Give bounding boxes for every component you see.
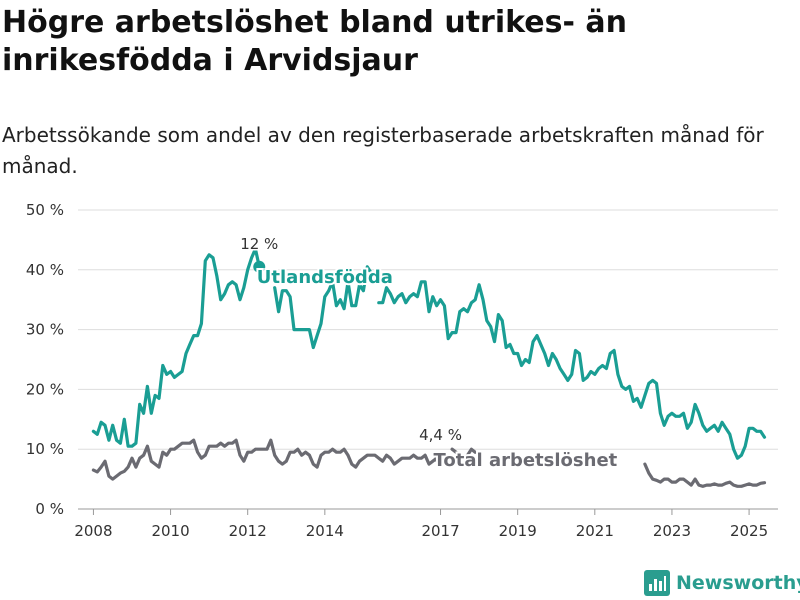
- series-line-6: [643, 462, 767, 488]
- series-annotation: Utlandsfödda: [257, 267, 393, 288]
- series-end-point: [434, 452, 447, 465]
- chart-title: Högre arbetslöshet bland utrikes- än inr…: [2, 5, 627, 78]
- series-line-4: [450, 447, 458, 454]
- x-tick-label: 2017: [421, 522, 459, 540]
- grid-lines: [78, 209, 778, 510]
- y-tick-label: 20 %: [26, 380, 64, 398]
- x-tick-label: 2021: [576, 522, 614, 540]
- chart-subtitle: Arbetssökande som andel av den registerb…: [2, 123, 764, 178]
- series-line-1: [273, 265, 373, 350]
- bar-chart-icon: [644, 570, 670, 596]
- x-tick-label: 2010: [151, 522, 189, 540]
- series-line-2: [377, 280, 767, 460]
- y-tick-label: 40 %: [26, 261, 64, 279]
- series-line-0: [91, 247, 261, 448]
- x-tick-label: 2014: [306, 522, 344, 540]
- series-end-point: [253, 260, 266, 273]
- end-value-label: 12 %: [240, 235, 278, 253]
- x-tick-label: 2023: [653, 522, 691, 540]
- x-tick-label: 2012: [229, 522, 267, 540]
- y-tick-label: 10 %: [26, 440, 64, 458]
- x-tick-label: 2025: [730, 522, 768, 540]
- series-lines: [91, 247, 767, 488]
- series-annotation: Total arbetslöshet: [434, 450, 618, 471]
- x-axis: 2008 2010 2012 2014 2017 2019 2021 2023 2025: [74, 509, 768, 540]
- series-line-5: [465, 447, 477, 457]
- end-value-label: 4,4 %: [419, 426, 462, 444]
- series-labels: 12 % 4,4 % Utlandsfödda Total arbetslöshet: [239, 233, 620, 473]
- y-axis: 0 % 10 % 20 % 30 % 40 % 50 %: [26, 201, 64, 518]
- brand-name: Newsworthy: [676, 572, 800, 594]
- y-tick-label: 30 %: [26, 321, 64, 339]
- y-tick-label: 0 %: [35, 500, 64, 518]
- brand-logo[interactable]: Newsworthy: [644, 567, 800, 599]
- series-line-3: [91, 438, 443, 481]
- x-tick-label: 2008: [74, 522, 112, 540]
- y-tick-label: 50 %: [26, 201, 64, 219]
- x-tick-label: 2019: [499, 522, 537, 540]
